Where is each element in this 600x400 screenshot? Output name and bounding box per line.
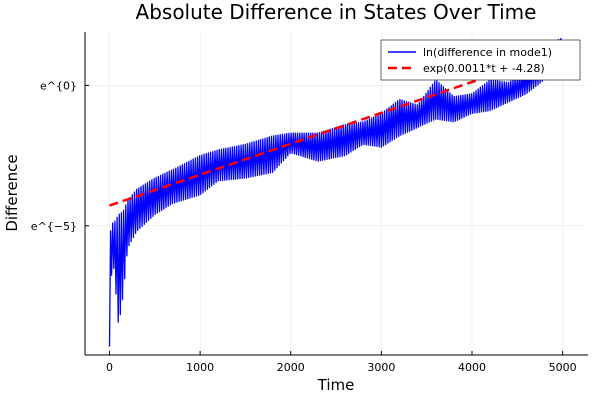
axes [84, 32, 588, 356]
x-axis-label: Time [317, 376, 355, 394]
tick-labels: 0 1000 2000 3000 4000 5000 e^{0} e^{−5} [31, 79, 577, 374]
x-tick-label: 2000 [277, 361, 305, 374]
legend: ln(difference in mode1) exp(0.0011*t + -4… [380, 39, 581, 81]
x-tick-label: 0 [106, 361, 113, 374]
x-tick-label: 5000 [549, 361, 577, 374]
x-tick-label: 3000 [367, 361, 395, 374]
y-tick-label: e^{0} [40, 79, 77, 92]
x-tick-label: 1000 [186, 361, 214, 374]
y-tick-label: e^{−5} [31, 220, 77, 233]
x-tick-label: 4000 [458, 361, 486, 374]
series-line-mode1 [108, 37, 563, 347]
chart-title: Absolute Difference in States Over Time [136, 0, 537, 24]
legend-box [380, 39, 581, 81]
legend-label: exp(0.0011*t + -4.28) [423, 62, 545, 75]
legend-label: ln(difference in mode1) [423, 46, 552, 59]
y-axis-label: Difference [3, 154, 21, 231]
